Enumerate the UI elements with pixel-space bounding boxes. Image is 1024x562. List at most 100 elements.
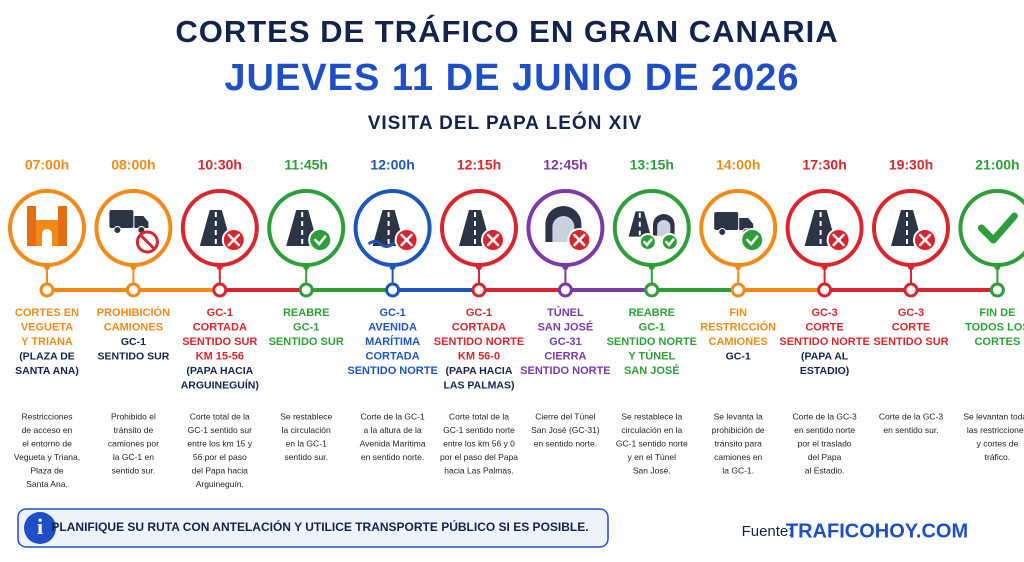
event-headline: TÚNEL (547, 306, 584, 319)
event-description: Se levantan todas (963, 411, 1024, 421)
truck-cab (739, 218, 754, 230)
badge-mark (573, 233, 586, 247)
pin-dot (389, 264, 396, 270)
check-badge (740, 228, 765, 252)
event-headline: FIN DE (979, 307, 1015, 319)
event-description: tránsito de (114, 425, 154, 435)
event-headline: SAN JOSÉ (624, 364, 680, 377)
event-description: Santa Ana. (26, 479, 68, 489)
event-time: 08:00h (111, 157, 155, 173)
event-description: camiones por (108, 438, 159, 448)
source-label: Fuente: (742, 523, 793, 540)
event-headline: CORTE (805, 321, 844, 333)
timeline-dot (125, 282, 141, 298)
event-description: y en el Túnel (628, 452, 677, 462)
pin-dot (821, 264, 828, 270)
event-description: Se levanta la (714, 411, 763, 421)
event-time: 19:30h (889, 157, 933, 173)
church-tower (27, 206, 36, 246)
badge-mark (227, 233, 240, 247)
event-description: entre los km 15 y (187, 438, 252, 448)
event-description: las restricciones (967, 425, 1024, 435)
date: JUEVES 11 DE JUNIO DE 2026 (224, 57, 799, 99)
info-glyph: i (37, 514, 43, 539)
event-description: del Papa hacia (192, 465, 249, 475)
event-description: San José. (633, 465, 671, 475)
event-description: el entorno de (22, 438, 72, 448)
event-headline: GC-3 (898, 307, 924, 319)
badge-mark (664, 238, 675, 247)
event-time: 21:00h (975, 157, 1019, 173)
church-arch (42, 229, 52, 246)
badge-mark (486, 233, 500, 247)
timeline-dot (644, 282, 660, 298)
event-headline: SENTIDO SUR (873, 336, 948, 348)
event-subheadline: LAS PALMAS) (444, 379, 515, 391)
event-subheadline: SENTIDO SUR (98, 350, 170, 362)
truck-wheel (718, 228, 727, 236)
event-time: 11:45h (284, 157, 328, 173)
event-description: sentido sur. (284, 452, 327, 462)
event-description: entre los km 56 y 0 (443, 438, 515, 448)
pin-dot (216, 264, 223, 270)
event-description: Prohibido el (111, 411, 156, 421)
event-headline: REABRE (629, 307, 675, 319)
event: 12:00h GC-1 AVENIDA MARÍTIMA CORTADA SENTIDO … (347, 157, 437, 462)
event: 08:00h PROHIBICIÓN CAMIONES GC-1 SENTIDO SUR… (94, 157, 173, 475)
event-description: prohibición de (712, 425, 765, 435)
truck-body (109, 210, 134, 228)
event-description: Avenida Marítima (360, 438, 426, 448)
event-description: camiones en (714, 452, 762, 462)
timeline-dot (212, 282, 228, 298)
tunnel-hole (657, 220, 671, 236)
event-headline: GC-3 (811, 307, 837, 319)
event: 12:15h GC-1 CORTADA SENTIDO NORTE KM 56-0 (PA… (434, 157, 524, 476)
event-description: en sentido norte. (361, 452, 424, 462)
badge-mark (832, 233, 845, 247)
event-description: Se restablece la (621, 411, 682, 421)
event: 17:30h GC-3 CORTE SENTIDO NORTE (PAPA AL ESTA… (779, 157, 869, 476)
event-subheadline: GC-1 (726, 350, 751, 362)
event: 11:45h REABRE GC-1 SENTIDO SUR Se restablece… (267, 157, 346, 462)
pin-dot (735, 264, 742, 270)
event-headline: CORTADA (366, 350, 420, 362)
title: CORTES DE TRÁFICO EN GRAN CANARIA (175, 14, 838, 49)
event-description: Vegueta y Triana, (14, 452, 80, 462)
event-description: 56 por el paso (193, 452, 247, 462)
event-headline: Y TRIANA (21, 336, 73, 348)
pin-dot (130, 264, 137, 270)
pin-dot (303, 264, 310, 270)
event-description: al Estadio. (805, 465, 845, 475)
event-description: Corte de la GC-1 (360, 411, 425, 421)
timeline-dot (385, 282, 401, 298)
pin-dot (648, 264, 655, 270)
event-headline: FIN (729, 307, 747, 319)
event-headline: CORTES (974, 336, 1020, 348)
event-description: Restricciones (21, 411, 72, 421)
event-headline: GC-31 (549, 336, 581, 348)
event-headline: CIERRA (544, 350, 586, 362)
event: 10:30h GC-1 CORTADA SENTIDO SUR KM 15-56 (PAP… (181, 157, 259, 489)
event-time: 12:00h (370, 157, 414, 173)
event-headline: CAMIONES (104, 321, 163, 333)
pin-dot (44, 264, 50, 270)
pin-dot (908, 264, 914, 270)
source: TRAFICOHOY.COM (786, 520, 968, 542)
badge-mark (314, 235, 327, 246)
event-subheadline: (PAPA AL (801, 350, 849, 362)
event-description: por el paso del Papa (440, 452, 518, 462)
timeline-dot (471, 282, 487, 298)
subtitle: VISITA DEL PAPA LEÓN XIV (368, 112, 643, 134)
event-headline: PROHIBICIÓN (97, 306, 170, 319)
event-headline: MARÍTIMA (365, 335, 420, 348)
event-subheadline: SANTA ANA) (15, 365, 79, 377)
event-headline: GC-1 (466, 307, 492, 319)
event: 19:30h GC-3 CORTE SENTIDO SUR Corte de la GC… (872, 157, 950, 435)
event-description: Cierre del Túnel (535, 411, 595, 421)
event-headline: SENTIDO NORTE (347, 365, 437, 377)
icon-circle (94, 189, 173, 267)
event-description: del Papa (808, 452, 842, 462)
